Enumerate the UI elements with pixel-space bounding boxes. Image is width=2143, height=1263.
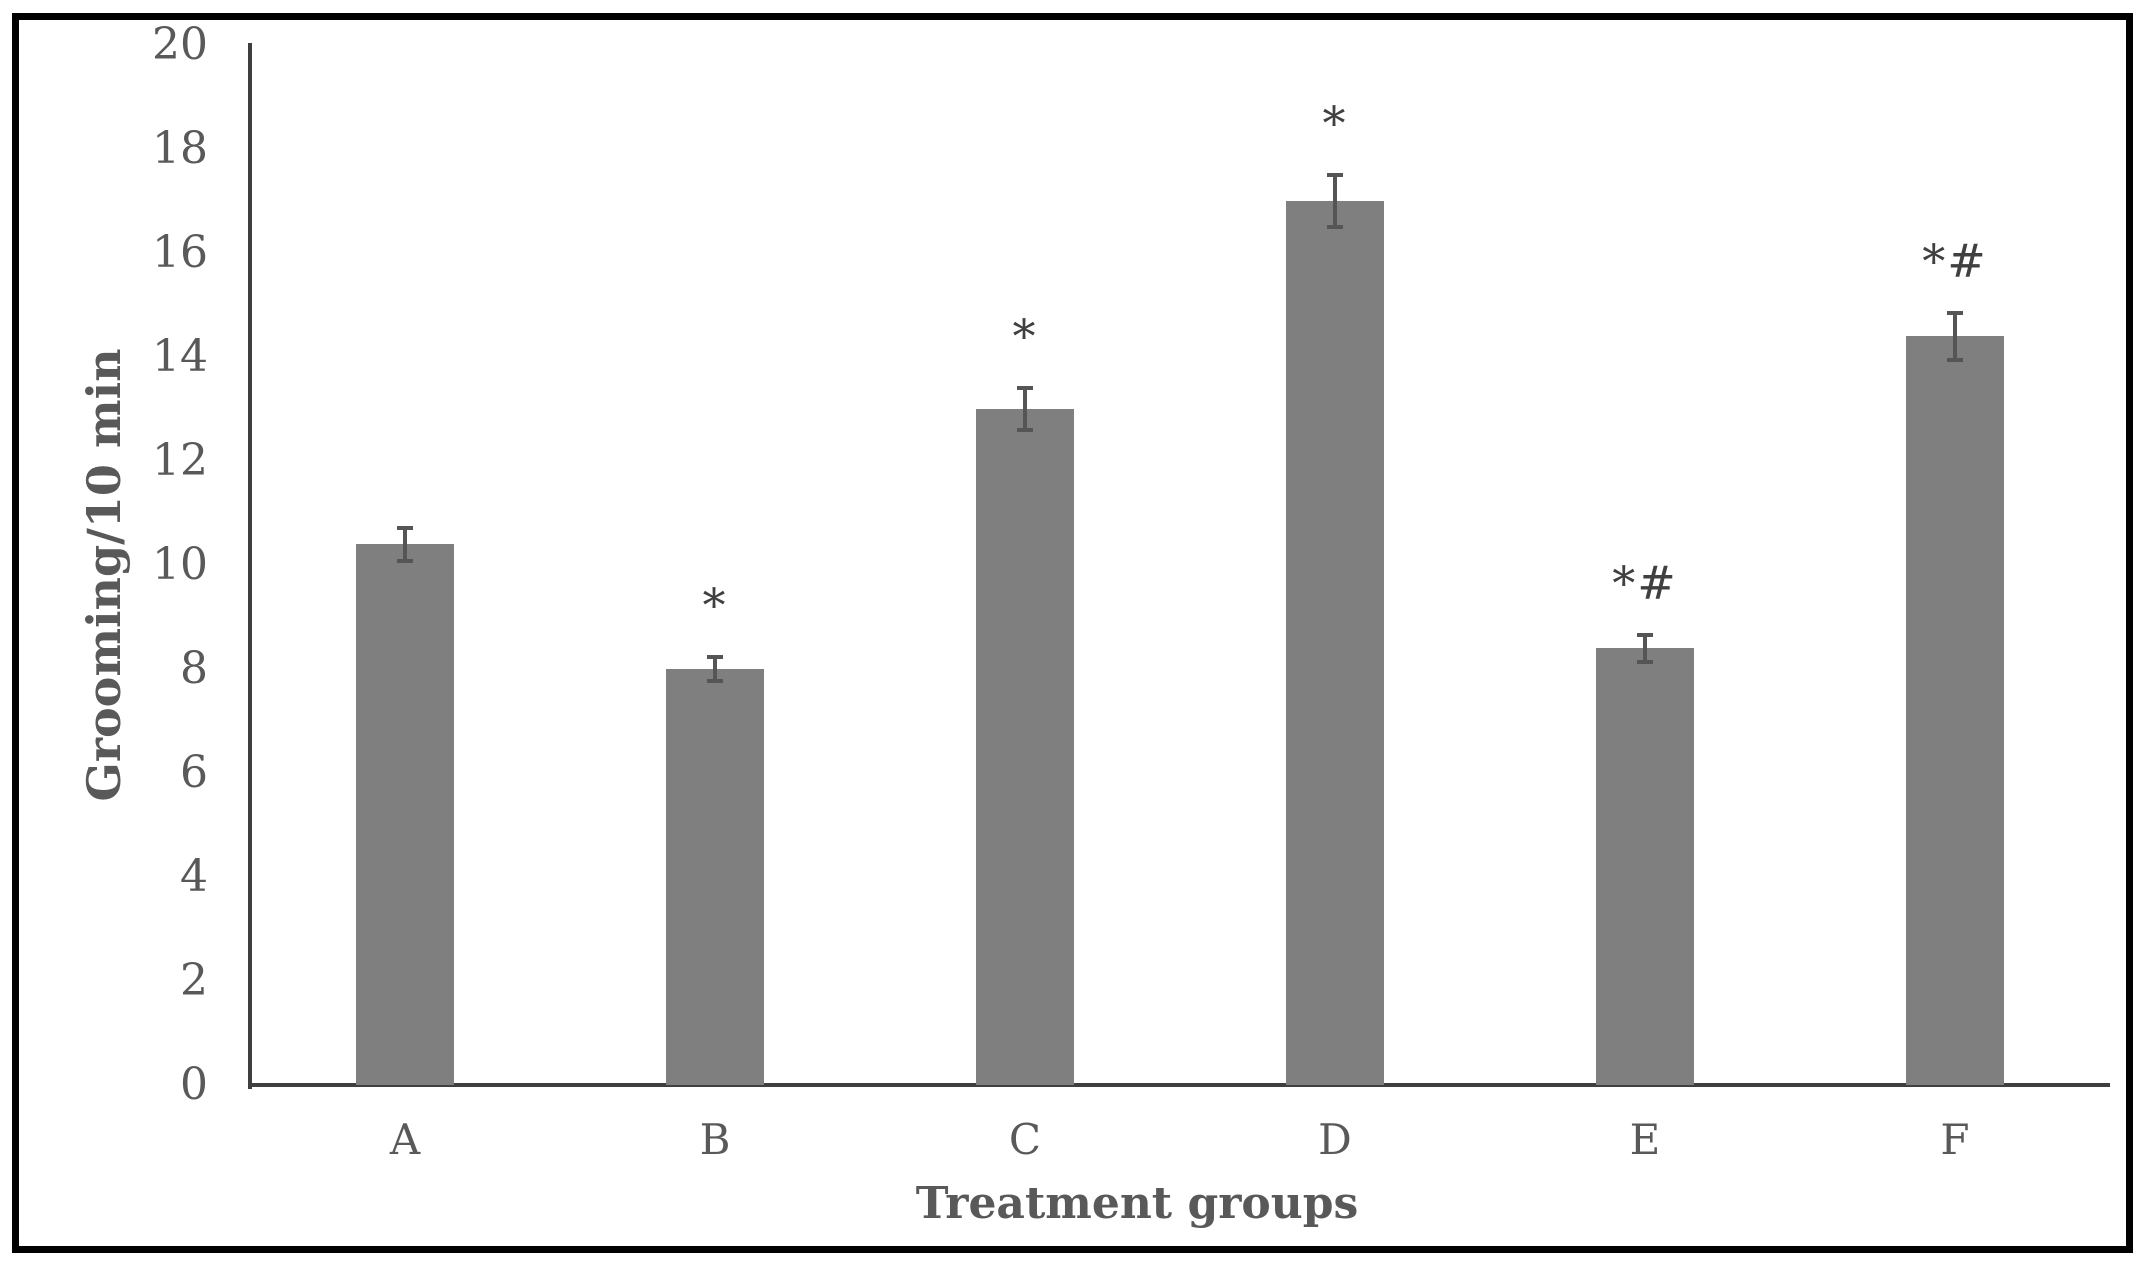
y-tick-label: 8 [180, 643, 208, 694]
significance-annotation-F: *# [1922, 233, 1988, 288]
x-axis-title: Treatment groups [915, 1178, 1359, 1229]
error-bar-D [1333, 175, 1337, 227]
y-tick-label: 0 [180, 1059, 208, 1110]
error-bar-cap-top-D [1327, 173, 1343, 177]
bar-F [1906, 336, 2004, 1085]
x-category-label-E: E [1629, 1115, 1661, 1164]
error-bar-cap-top-E [1637, 632, 1653, 637]
bar-D [1286, 201, 1384, 1085]
y-tick-label: 12 [152, 435, 208, 486]
significance-annotation-D: * [1322, 96, 1348, 150]
significance-annotation-C: * [1012, 309, 1038, 364]
y-tick-label: 4 [180, 851, 208, 902]
error-bar-cap-bottom-E [1637, 659, 1653, 664]
y-tick-label: 20 [152, 19, 208, 70]
x-category-label-D: D [1318, 1115, 1352, 1164]
error-bar-C [1023, 388, 1027, 430]
y-tick-label: 6 [180, 747, 208, 798]
bar-B [666, 669, 764, 1085]
y-axis-line [248, 43, 252, 1089]
x-category-label-C: C [1008, 1115, 1042, 1164]
error-bar-A [403, 527, 407, 561]
error-bar-cap-bottom-F [1947, 357, 1963, 362]
bar-E [1596, 648, 1694, 1085]
y-tick-label: 14 [152, 331, 208, 382]
y-tick-label: 18 [152, 123, 208, 174]
y-tick-label: 10 [152, 539, 208, 590]
x-category-label-B: B [699, 1115, 731, 1164]
significance-annotation-B: * [702, 578, 728, 633]
error-bar-F [1953, 312, 1957, 360]
error-bar-cap-top-A [397, 525, 413, 530]
x-category-label-F: F [1940, 1115, 1970, 1164]
error-bar-cap-top-B [707, 655, 723, 660]
significance-annotation-E: *# [1612, 555, 1678, 610]
error-bar-cap-top-C [1017, 386, 1033, 391]
bar-C [976, 409, 1074, 1085]
error-bar-B [713, 657, 717, 681]
error-bar-cap-bottom-D [1327, 225, 1343, 229]
error-bar-cap-bottom-A [397, 558, 413, 563]
error-bar-cap-bottom-B [707, 678, 723, 683]
y-tick-label: 2 [180, 955, 208, 1006]
y-tick-label: 16 [152, 227, 208, 278]
error-bar-cap-bottom-C [1017, 427, 1033, 432]
error-bar-E [1643, 634, 1647, 662]
error-bar-cap-top-F [1947, 310, 1963, 315]
bar-A [356, 544, 454, 1085]
x-category-label-A: A [389, 1115, 421, 1164]
x-axis-line [248, 1083, 2110, 1087]
